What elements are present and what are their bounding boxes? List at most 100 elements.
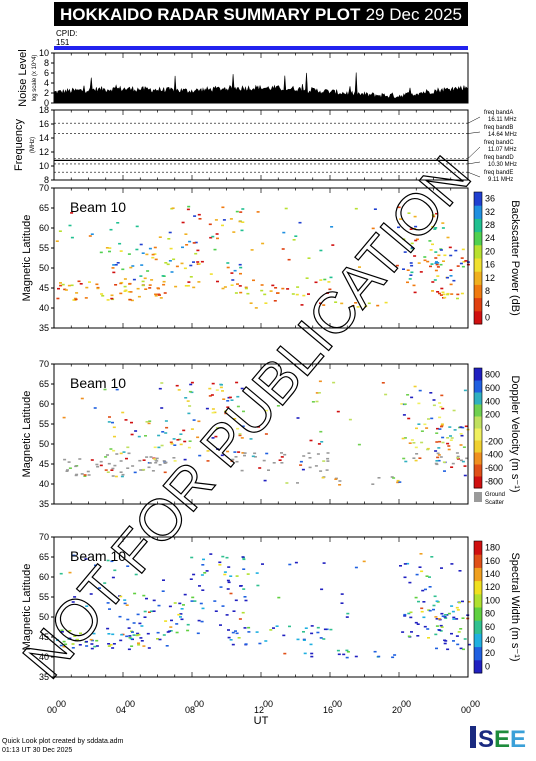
data-cell [261,242,265,245]
data-cell [410,242,414,245]
noise-tick-label: 8 [44,58,49,68]
data-cell [123,599,127,601]
data-cell [206,450,210,452]
data-cell [216,448,220,450]
time-tick-label: 04 [116,705,126,715]
data-cell [449,269,453,271]
data-cell [158,638,162,641]
data-cell [459,426,463,428]
lat-tick-label: 60 [39,572,49,582]
data-cell [90,643,94,645]
data-cell [258,467,262,469]
data-cell [79,632,82,635]
data-cell [428,240,432,242]
data-cell [422,616,426,619]
data-cell [135,634,139,637]
data-cell [439,249,443,251]
data-cell [264,409,268,412]
data-cell [70,284,74,287]
data-cell [200,574,204,576]
data-cell [106,454,109,456]
band-leader [467,131,481,134]
beam-label: Beam 10 [70,375,126,391]
data-cell [145,597,148,600]
data-cell [408,278,412,280]
data-cell [410,271,414,274]
data-cell [420,570,424,573]
data-cell [189,383,193,386]
data-cell [456,643,460,646]
data-cell [264,302,268,304]
data-cell [434,251,438,253]
colorbar-tick-label: 80 [485,609,495,619]
data-cell [348,418,352,421]
data-cell [354,655,358,658]
data-cell [175,631,179,634]
data-cell [423,625,427,628]
data-cell [226,262,230,264]
data-cell [235,632,239,635]
data-cell [310,625,314,627]
data-cell [124,419,128,421]
data-cell [184,285,188,287]
data-cell [439,406,443,408]
data-cell [435,625,439,627]
data-cell [89,638,93,641]
data-cell [185,244,189,246]
band-value: 10.30 MHz [488,162,517,168]
data-cell [402,414,406,416]
data-cell [115,453,119,455]
colorbar-tick-label: 24 [485,233,495,243]
data-cell [110,469,114,471]
time-tick-label: 00 [47,705,57,715]
data-cell [143,277,147,280]
data-cell [241,556,245,558]
data-cell [164,461,168,464]
data-cell [79,283,83,285]
data-cell [406,562,410,565]
colorbar-segment [474,205,482,219]
data-cell [436,262,440,264]
data-cell [135,225,139,228]
frequency-unit: (MHz) [30,137,36,153]
data-cell [209,553,213,555]
data-cell [119,595,123,598]
lat-tick-label: 70 [39,532,49,542]
data-cell [403,615,407,617]
data-cell [415,238,419,241]
data-cell [95,645,99,647]
data-cell [302,455,306,457]
data-cell [213,248,217,251]
frequency-frame [53,109,469,181]
data-cell [186,400,190,402]
data-cell [136,632,140,635]
data-cell [428,609,432,612]
data-cell [56,297,60,300]
data-cell [93,645,97,648]
data-cell [211,235,215,238]
data-cell [467,643,471,646]
data-cell [323,278,327,281]
data-cell [154,293,158,296]
data-cell [319,470,323,472]
data-cell [147,466,151,469]
data-cell [176,439,180,441]
data-cell [113,435,116,438]
colorbar-segment [474,284,482,299]
lat-tick-label: 55 [39,243,49,253]
data-cell [367,302,371,305]
data-cell [192,573,196,576]
data-cell [90,233,94,235]
data-cell [67,284,71,287]
colorbar-tick-label: 28 [485,220,495,230]
data-cell [316,453,320,455]
colorbar-segment [474,541,482,555]
data-cell [412,457,416,459]
data-cell [425,575,429,577]
x-axis-label: UT [254,715,269,727]
data-cell [95,639,99,642]
colorbar-tick-label: 120 [485,582,500,592]
lat-tick-label: 65 [39,379,49,389]
data-cell [427,418,430,420]
